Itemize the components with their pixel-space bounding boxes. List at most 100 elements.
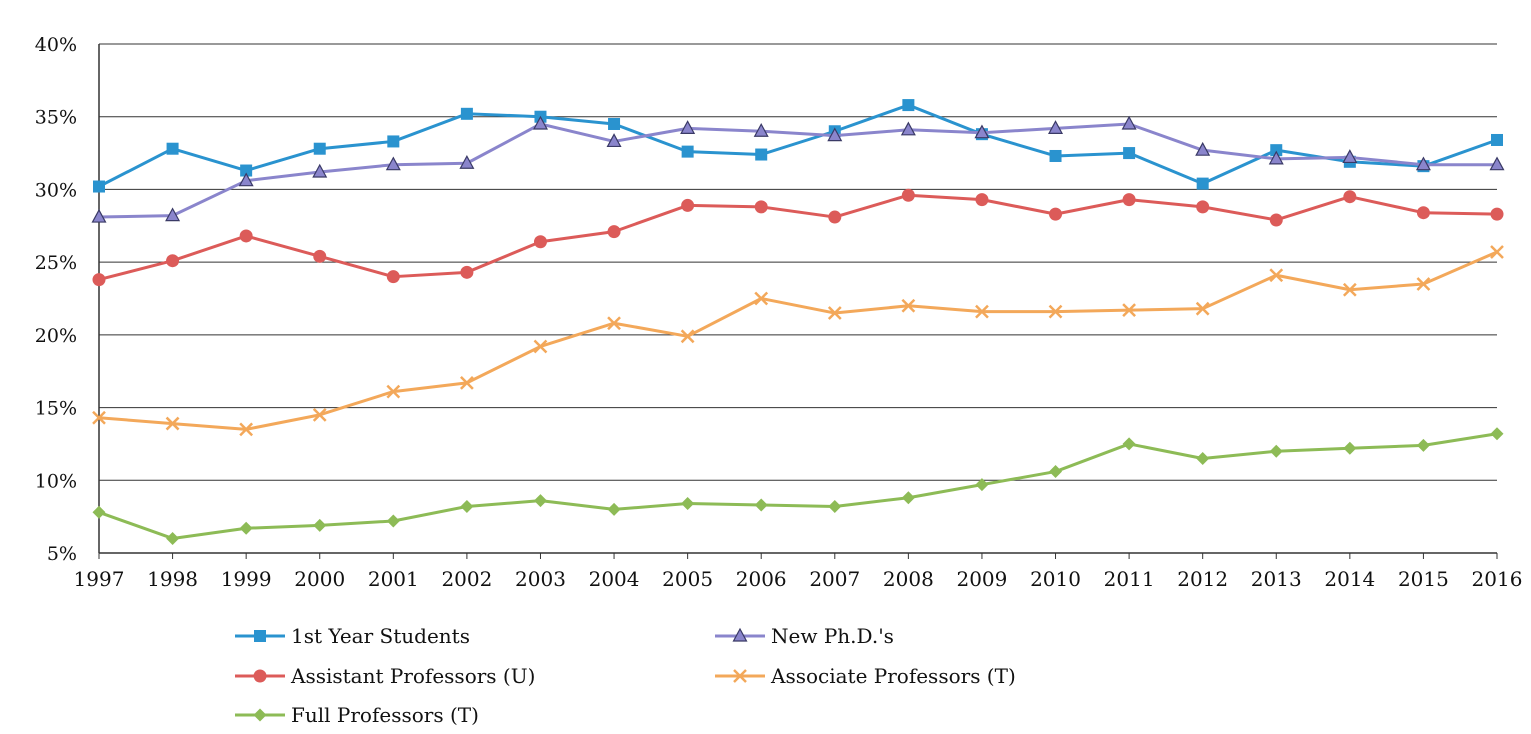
series-associate-professors-t xyxy=(92,245,1504,437)
data-point xyxy=(1416,206,1430,220)
data-point xyxy=(459,154,475,169)
data-point xyxy=(1048,304,1063,319)
data-point xyxy=(1342,282,1357,297)
series-1st-year-students xyxy=(93,99,1503,193)
x-tick-label: 2013 xyxy=(1251,567,1302,591)
data-point xyxy=(1343,190,1357,204)
data-point xyxy=(974,124,990,139)
legend-swatch-marker xyxy=(733,669,747,683)
series-new-ph-d-s xyxy=(91,115,1505,223)
data-point xyxy=(1491,133,1503,146)
legend-label: Assistant Professors (U) xyxy=(290,664,535,688)
x-tick-label: 1998 xyxy=(147,567,198,591)
legend-item: Full Professors (T) xyxy=(235,703,479,727)
series-assistant-professors-u xyxy=(92,188,1504,287)
data-point xyxy=(166,142,179,155)
data-point xyxy=(827,306,842,320)
data-point xyxy=(239,422,254,437)
axes xyxy=(98,44,1498,559)
data-point xyxy=(312,163,328,178)
data-point xyxy=(386,514,400,528)
data-point xyxy=(460,375,474,390)
data-point xyxy=(1269,268,1284,283)
data-point xyxy=(1342,149,1358,164)
data-point xyxy=(607,502,621,516)
legend-label: Associate Professors (T) xyxy=(770,664,1016,688)
data-point xyxy=(1048,120,1064,134)
data-point xyxy=(754,291,769,306)
data-point xyxy=(1343,441,1357,455)
legend-item: 1st Year Students xyxy=(235,624,470,648)
y-tick-label: 15% xyxy=(35,398,77,420)
data-point xyxy=(1195,301,1210,316)
data-point xyxy=(460,107,473,120)
x-tick-label: 2006 xyxy=(736,567,787,591)
legend-item: New Ph.D.'s xyxy=(715,624,894,648)
data-point xyxy=(1049,149,1062,162)
data-point xyxy=(91,208,107,223)
data-point xyxy=(1490,427,1504,441)
data-point xyxy=(680,329,695,344)
data-point xyxy=(313,142,326,155)
data-point xyxy=(680,120,696,134)
data-point xyxy=(1416,277,1431,291)
x-tick-label: 2011 xyxy=(1104,567,1155,591)
data-point xyxy=(239,521,253,535)
legend-swatch-marker xyxy=(732,627,748,642)
data-point xyxy=(902,99,915,112)
data-point xyxy=(460,499,474,513)
data-point xyxy=(1415,156,1431,171)
data-point xyxy=(1196,177,1209,190)
data-point xyxy=(755,148,768,161)
data-point xyxy=(607,316,621,331)
data-point xyxy=(1416,438,1430,452)
data-point xyxy=(1269,213,1283,227)
legend-label: New Ph.D.'s xyxy=(771,624,894,648)
gridlines xyxy=(99,43,1497,481)
data-point xyxy=(975,193,989,207)
data-point xyxy=(386,384,401,399)
data-point xyxy=(1195,141,1211,156)
series-line xyxy=(98,122,1497,219)
legend-item: Assistant Professors (U) xyxy=(235,664,535,688)
data-point xyxy=(313,518,327,532)
x-tick-labels: 1997 1998 1999 2000 2001 2002 2003 2004 2005 2006… xyxy=(74,567,1523,591)
data-point xyxy=(975,304,989,319)
series-line xyxy=(98,250,1498,431)
data-point xyxy=(753,122,769,137)
y-tick-label: 25% xyxy=(35,252,77,274)
data-point xyxy=(1049,465,1063,479)
data-point xyxy=(681,198,695,212)
x-tick-label: 2010 xyxy=(1030,567,1081,591)
data-point xyxy=(385,156,401,171)
series-line xyxy=(98,432,1498,540)
y-tick-label: 5% xyxy=(47,543,77,565)
data-point xyxy=(313,249,327,263)
data-point xyxy=(1270,144,1283,157)
x-tick-label: 2008 xyxy=(883,567,934,591)
data-point xyxy=(166,254,180,268)
data-point xyxy=(754,200,768,214)
data-point xyxy=(681,497,695,511)
x-tick-label: 2002 xyxy=(441,567,492,591)
data-point xyxy=(606,133,622,148)
x-tick-label: 1997 xyxy=(74,567,125,591)
data-point xyxy=(240,164,253,177)
data-point xyxy=(1196,200,1210,214)
series-line xyxy=(98,193,1498,282)
data-point xyxy=(1489,156,1505,171)
legend-swatch-marker xyxy=(253,669,267,683)
legend: 1st Year Students New Ph.D.'s Assistant Pr… xyxy=(235,624,1016,727)
data-point xyxy=(901,298,916,313)
data-point xyxy=(92,273,106,287)
x-tick-label: 2015 xyxy=(1398,567,1449,591)
data-point xyxy=(754,498,768,512)
x-tick-label: 2014 xyxy=(1324,567,1375,591)
data-point xyxy=(1269,444,1283,458)
data-point xyxy=(901,491,915,505)
legend-label: Full Professors (T) xyxy=(291,703,479,727)
x-tick-label: 1999 xyxy=(221,567,272,591)
legend-swatch-marker xyxy=(254,630,266,642)
data-point xyxy=(608,117,621,130)
